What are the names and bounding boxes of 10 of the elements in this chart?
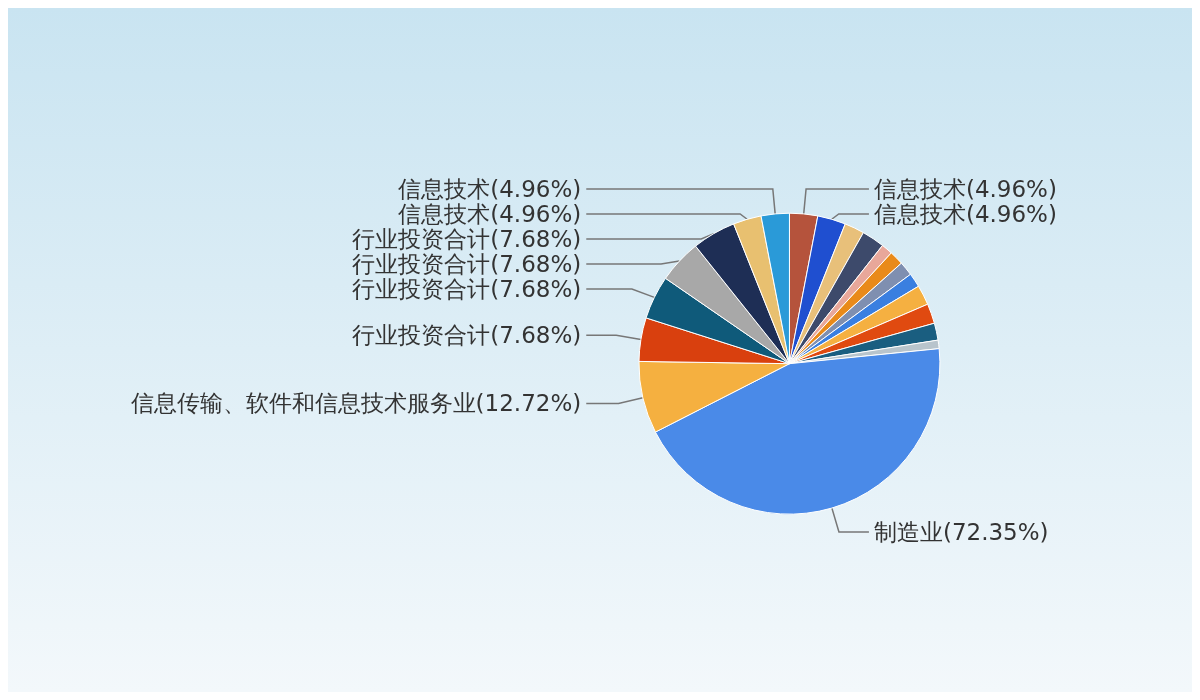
- slice-label: 制造业(72.35%): [873, 519, 1049, 546]
- slice-label: 信息技术(4.96%): [873, 175, 1057, 202]
- slice-label: 信息技术(4.96%): [873, 200, 1057, 227]
- slice-label: 信息技术(4.96%): [398, 175, 582, 202]
- slice-label: 行业投资合计(7.68%): [352, 225, 582, 252]
- slice-label: 行业投资合计(7.68%): [352, 275, 582, 302]
- slice-label: 信息技术(4.96%): [398, 200, 582, 227]
- slice-label: 行业投资合计(7.68%): [352, 250, 582, 277]
- slice-label: 行业投资合计(7.68%): [352, 322, 582, 349]
- slice-label: 信息传输、软件和信息技术服务业(12.72%): [130, 390, 582, 417]
